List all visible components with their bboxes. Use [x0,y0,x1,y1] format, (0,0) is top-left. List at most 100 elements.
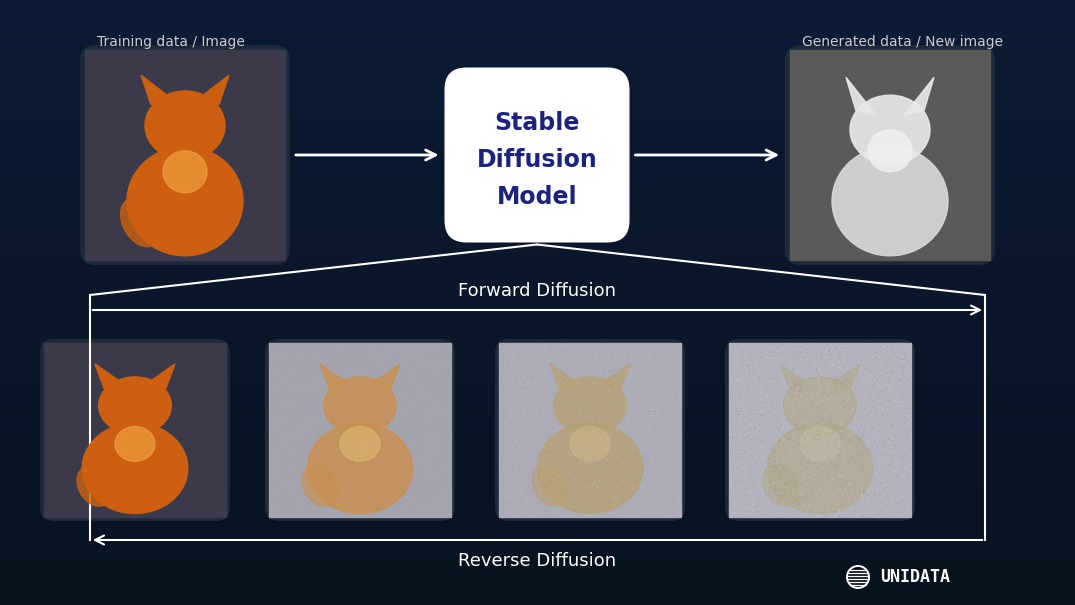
Point [545,437,562,447]
Point [890,397,907,407]
Point [887,495,904,505]
Point [549,501,567,511]
Point [371,350,388,360]
Point [289,429,306,439]
Point [865,379,883,389]
Point [791,356,808,365]
Point [368,440,385,450]
Point [278,422,296,432]
Point [808,364,826,373]
Point [313,443,330,453]
Point [345,465,362,475]
Point [803,505,820,515]
Point [660,344,677,354]
Point [759,397,776,407]
Point [672,409,689,419]
Point [288,384,305,393]
Point [618,466,635,476]
Point [832,471,849,481]
Point [616,480,633,489]
Point [657,373,674,382]
Point [804,483,821,492]
Point [538,440,555,450]
Point [280,393,297,402]
Point [263,358,281,367]
Point [860,482,877,492]
Point [784,340,801,350]
Point [872,437,889,446]
Point [773,510,790,520]
Point [617,418,634,428]
Point [790,359,807,369]
Point [754,347,771,357]
Point [805,456,822,466]
Point [902,468,919,477]
Point [410,458,427,468]
Point [350,439,368,449]
Point [519,419,536,428]
Point [844,352,861,362]
Point [371,479,388,488]
Point [760,356,777,365]
Point [741,356,758,365]
Point [760,487,777,497]
Point [530,474,547,483]
Point [793,425,811,434]
Point [854,405,871,415]
Point [288,465,305,475]
Point [779,487,797,497]
Point [515,431,532,441]
Point [850,482,868,491]
Point [288,477,305,486]
Point [491,461,508,471]
Point [647,508,664,517]
Point [633,390,650,399]
Point [778,369,796,379]
Point [900,368,917,378]
Point [607,434,625,443]
Point [759,365,776,375]
Point [761,420,778,430]
Point [832,355,849,364]
Point [819,408,836,418]
Point [569,399,586,408]
Point [617,388,634,397]
Point [846,407,863,416]
Point [288,493,305,503]
Point [410,394,427,404]
Point [846,372,863,382]
Point [646,376,663,386]
Point [329,492,346,502]
Point [859,479,876,488]
Point [569,396,586,406]
Point [521,391,539,401]
Point [799,419,816,429]
Point [608,352,626,362]
Point [631,429,648,439]
Point [383,401,400,411]
Point [764,446,782,456]
Point [891,437,908,447]
Point [761,402,778,412]
Point [869,366,886,376]
Point [651,367,669,377]
Point [835,446,852,456]
Point [334,505,352,514]
Point [661,462,678,471]
Point [319,376,336,385]
Point [574,465,591,475]
Point [413,412,430,422]
Point [367,478,384,488]
Point [804,465,821,475]
Point [642,502,659,512]
Point [666,386,684,396]
Point [532,488,549,498]
Point [822,404,840,414]
Point [622,448,640,458]
Point [726,382,743,391]
Point [379,462,397,472]
Point [433,502,450,511]
Point [572,400,589,410]
Point [388,453,405,462]
Point [373,385,390,394]
